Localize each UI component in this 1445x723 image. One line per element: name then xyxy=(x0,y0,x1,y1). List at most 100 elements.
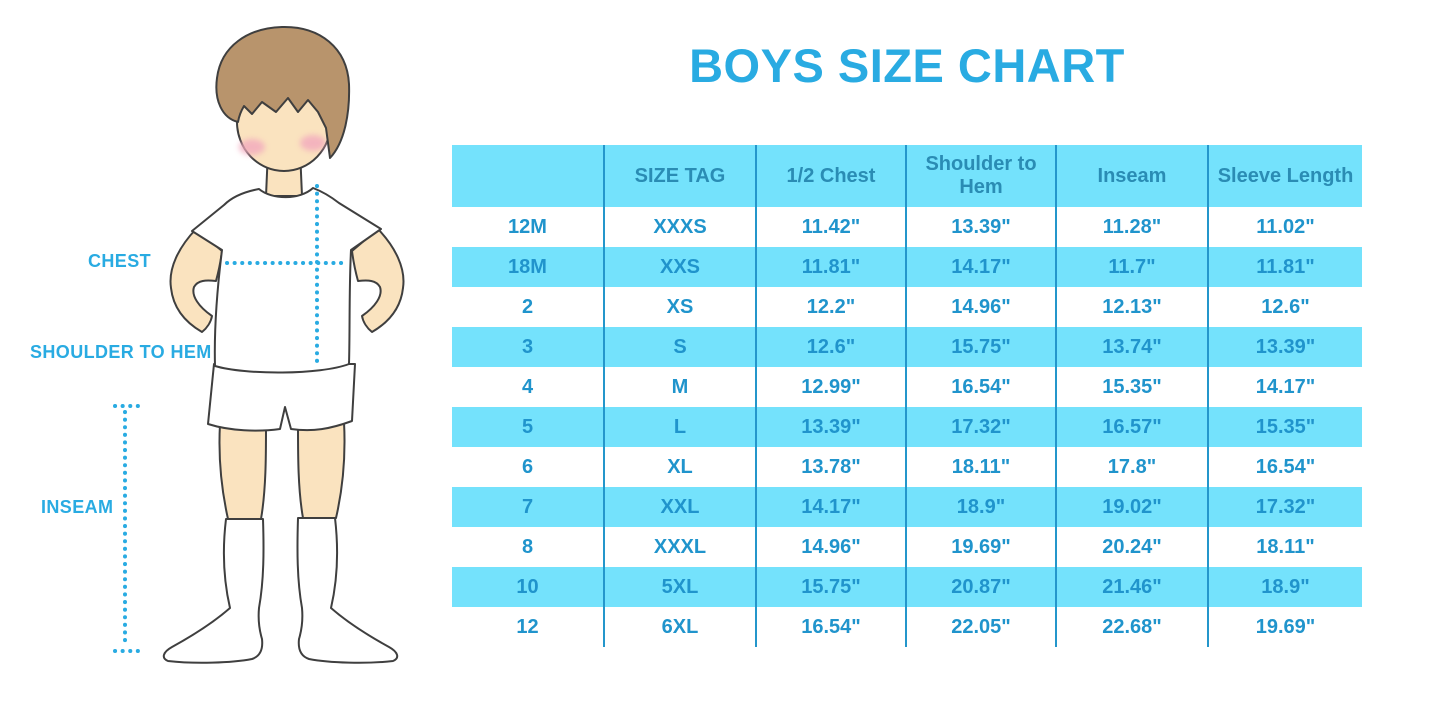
header-row: SIZE TAG 1/2 Chest Shoulder to Hem Inseam Sl… xyxy=(452,145,1362,207)
table-cell: 20.87" xyxy=(905,567,1055,607)
table-cell: 16.54" xyxy=(1207,447,1362,487)
column-header: Shoulder to Hem xyxy=(905,145,1055,207)
table-cell: 14.17" xyxy=(755,487,905,527)
table-row: 18M XXS 11.81" 14.17" 11.7" 11.81" xyxy=(452,247,1362,287)
table-cell: XXS xyxy=(603,247,755,287)
table-row: 8 XXXL 14.96" 19.69" 20.24" 18.11" xyxy=(452,527,1362,567)
table-cell: 19.02" xyxy=(1055,487,1207,527)
shorts xyxy=(207,363,356,432)
table-row: 7 XXL 14.17" 18.9" 19.02" 17.32" xyxy=(452,487,1362,527)
table-cell: L xyxy=(603,407,755,447)
table-cell: 13.74" xyxy=(1055,327,1207,367)
column-header: Sleeve Length xyxy=(1207,145,1362,207)
table-cell: 18.11" xyxy=(905,447,1055,487)
table-cell: 21.46" xyxy=(1055,567,1207,607)
table-cell: 12M xyxy=(508,215,547,238)
column-header: 1/2 Chest xyxy=(755,145,905,207)
table-cell: 13.39" xyxy=(905,207,1055,247)
table-cell: 14.17" xyxy=(905,247,1055,287)
column-header: Inseam xyxy=(1055,145,1207,207)
table-cell: 6 xyxy=(521,455,534,478)
table-cell: 18.11" xyxy=(1207,527,1362,567)
table-cell: 11.81" xyxy=(1207,247,1362,287)
right-sock xyxy=(296,517,399,664)
table-cell: 14.17" xyxy=(1207,367,1362,407)
boy-measurement-illustration xyxy=(113,25,405,664)
table-cell: 8 xyxy=(521,535,534,558)
table-cell: 5 xyxy=(521,415,534,438)
table-cell: 13.39" xyxy=(1207,327,1362,367)
table-cell: 10 xyxy=(516,575,539,598)
shoulder-to-hem-label: SHOULDER TO HEM xyxy=(30,342,212,362)
chest-label: CHEST xyxy=(88,251,152,271)
table-cell: XL xyxy=(603,447,755,487)
table-row: 10 5XL 15.75" 20.87" 21.46" 18.9" xyxy=(452,567,1362,607)
size-table: SIZE TAG 1/2 Chest Shoulder to Hem Inseam Sl… xyxy=(452,145,1362,647)
blush-right xyxy=(300,135,326,151)
table-cell: XXXL xyxy=(603,527,755,567)
table-cell: 20.24" xyxy=(1055,527,1207,567)
table-row: 6 XL 13.78" 18.11" 17.8" 16.54" xyxy=(452,447,1362,487)
hair xyxy=(215,25,351,159)
left-sock xyxy=(162,518,265,664)
table-cell: 13.78" xyxy=(755,447,905,487)
table-row: 2 XS 12.2" 14.96" 12.13" 12.6" xyxy=(452,287,1362,327)
blush-left xyxy=(239,139,265,155)
table-cell: 12.13" xyxy=(1055,287,1207,327)
tshirt xyxy=(191,187,382,374)
table-cell: 5XL xyxy=(603,567,755,607)
table-cell: 19.69" xyxy=(905,527,1055,567)
table-cell: 17.8" xyxy=(1055,447,1207,487)
table-cell: 11.42" xyxy=(755,207,905,247)
table-cell: 14.96" xyxy=(755,527,905,567)
column-header: SIZE TAG xyxy=(603,145,755,207)
table-cell: 12.99" xyxy=(755,367,905,407)
table-cell: 16.54" xyxy=(755,607,905,647)
table-cell: 14.96" xyxy=(905,287,1055,327)
table-cell: 16.57" xyxy=(1055,407,1207,447)
table-cell: 22.05" xyxy=(905,607,1055,647)
table-cell: 13.39" xyxy=(755,407,905,447)
table-cell: 12.2" xyxy=(755,287,905,327)
table-cell: 15.35" xyxy=(1207,407,1362,447)
table-cell: 7 xyxy=(521,495,534,518)
table-cell: 4 xyxy=(521,375,534,398)
right-leg xyxy=(297,421,346,519)
inseam-label: INSEAM xyxy=(41,497,114,517)
right-arm xyxy=(351,228,405,333)
table-cell: 17.32" xyxy=(1207,487,1362,527)
page-title: BOYS SIZE CHART xyxy=(689,39,1125,92)
table-cell: 18.9" xyxy=(1207,567,1362,607)
left-arm xyxy=(169,228,223,333)
table-row: 4 M 12.99" 16.54" 15.35" 14.17" xyxy=(452,367,1362,407)
table-cell: 11.28" xyxy=(1055,207,1207,247)
table-cell: S xyxy=(603,327,755,367)
table-cell: 11.81" xyxy=(755,247,905,287)
table-row: 5 L 13.39" 17.32" 16.57" 15.35" xyxy=(452,407,1362,447)
table-cell: 18M xyxy=(508,255,547,278)
table-cell: 22.68" xyxy=(1055,607,1207,647)
table-cell: 15.75" xyxy=(905,327,1055,367)
table-cell: 2 xyxy=(521,295,534,318)
table-cell: XXXS xyxy=(603,207,755,247)
table-cell: 12.6" xyxy=(1207,287,1362,327)
table-cell: 11.7" xyxy=(1055,247,1207,287)
table-cell: XS xyxy=(603,287,755,327)
left-leg xyxy=(218,423,267,520)
table-cell: 3 xyxy=(521,335,534,358)
table-cell: 12.6" xyxy=(755,327,905,367)
table-cell: XXL xyxy=(603,487,755,527)
table-cell: 19.69" xyxy=(1207,607,1362,647)
table-cell: 18.9" xyxy=(905,487,1055,527)
table-cell: 15.35" xyxy=(1055,367,1207,407)
table-cell: 6XL xyxy=(603,607,755,647)
table-cell: 16.54" xyxy=(905,367,1055,407)
table-row: 3 S 12.6" 15.75" 13.74" 13.39" xyxy=(452,327,1362,367)
table-cell: 17.32" xyxy=(905,407,1055,447)
table-cell: M xyxy=(603,367,755,407)
table-row: 12 6XL 16.54" 22.05" 22.68" 19.69" xyxy=(452,607,1362,647)
table-row: 12M XXXS 11.42" 13.39" 11.28" 11.02" xyxy=(452,207,1362,247)
table-cell: 15.75" xyxy=(755,567,905,607)
column-header xyxy=(452,145,603,207)
